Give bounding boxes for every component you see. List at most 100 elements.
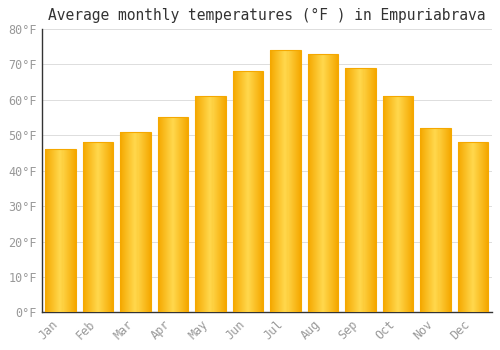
- Bar: [149, 132, 150, 313]
- Bar: [408, 96, 409, 313]
- Bar: [160, 117, 162, 313]
- Bar: [178, 117, 179, 313]
- Bar: [271, 50, 272, 313]
- Bar: [331, 54, 332, 313]
- Bar: [126, 132, 127, 313]
- Bar: [45, 149, 46, 313]
- Bar: [356, 68, 358, 313]
- Bar: [198, 96, 199, 313]
- Bar: [134, 132, 136, 313]
- Bar: [99, 142, 100, 313]
- Bar: [225, 96, 226, 313]
- Bar: [273, 50, 274, 313]
- Bar: [130, 132, 132, 313]
- Bar: [470, 142, 471, 313]
- Bar: [88, 142, 90, 313]
- Bar: [122, 132, 123, 313]
- Bar: [480, 142, 481, 313]
- Bar: [158, 117, 160, 313]
- Bar: [138, 132, 140, 313]
- Bar: [66, 149, 68, 313]
- Bar: [394, 96, 395, 313]
- Bar: [197, 96, 198, 313]
- Bar: [294, 50, 296, 313]
- Bar: [405, 96, 406, 313]
- Bar: [255, 71, 256, 313]
- Bar: [396, 96, 397, 313]
- Bar: [366, 68, 368, 313]
- Bar: [330, 54, 331, 313]
- Bar: [201, 96, 202, 313]
- Bar: [107, 142, 108, 313]
- Bar: [58, 149, 59, 313]
- Bar: [446, 128, 448, 313]
- Bar: [260, 71, 262, 313]
- Bar: [109, 142, 110, 313]
- Bar: [200, 96, 201, 313]
- Bar: [123, 132, 124, 313]
- Bar: [257, 71, 258, 313]
- Bar: [110, 142, 112, 313]
- Bar: [358, 68, 360, 313]
- Bar: [136, 132, 138, 313]
- Bar: [395, 96, 396, 313]
- Bar: [349, 68, 350, 313]
- Bar: [347, 68, 348, 313]
- Bar: [422, 128, 423, 313]
- Bar: [48, 149, 49, 313]
- Bar: [478, 142, 479, 313]
- Bar: [124, 132, 125, 313]
- Bar: [241, 71, 242, 313]
- Bar: [101, 142, 102, 313]
- Bar: [168, 117, 169, 313]
- Bar: [74, 149, 75, 313]
- Bar: [360, 68, 362, 313]
- Bar: [407, 96, 408, 313]
- Bar: [184, 117, 185, 313]
- Bar: [214, 96, 216, 313]
- Bar: [398, 96, 399, 313]
- Bar: [256, 71, 257, 313]
- Bar: [120, 132, 121, 313]
- Bar: [318, 54, 319, 313]
- Bar: [175, 117, 176, 313]
- Bar: [140, 132, 141, 313]
- Bar: [183, 117, 184, 313]
- Bar: [352, 68, 354, 313]
- Bar: [482, 142, 483, 313]
- Bar: [400, 96, 401, 313]
- Bar: [276, 50, 277, 313]
- Bar: [427, 128, 428, 313]
- Bar: [403, 96, 404, 313]
- Bar: [254, 71, 255, 313]
- Bar: [412, 96, 414, 313]
- Bar: [298, 50, 299, 313]
- Bar: [102, 142, 103, 313]
- Bar: [218, 96, 220, 313]
- Bar: [127, 132, 128, 313]
- Bar: [270, 50, 271, 313]
- Bar: [164, 117, 166, 313]
- Bar: [288, 50, 290, 313]
- Bar: [75, 149, 76, 313]
- Bar: [299, 50, 300, 313]
- Bar: [106, 142, 107, 313]
- Bar: [82, 142, 114, 313]
- Bar: [475, 142, 476, 313]
- Bar: [316, 54, 317, 313]
- Bar: [51, 149, 52, 313]
- Bar: [244, 71, 245, 313]
- Bar: [128, 132, 130, 313]
- Bar: [346, 68, 347, 313]
- Bar: [94, 142, 95, 313]
- Bar: [426, 128, 427, 313]
- Bar: [406, 96, 407, 313]
- Bar: [174, 117, 175, 313]
- Bar: [423, 128, 424, 313]
- Bar: [234, 71, 236, 313]
- Bar: [350, 68, 351, 313]
- Bar: [402, 96, 403, 313]
- Bar: [384, 96, 386, 313]
- Bar: [438, 128, 440, 313]
- Bar: [182, 117, 183, 313]
